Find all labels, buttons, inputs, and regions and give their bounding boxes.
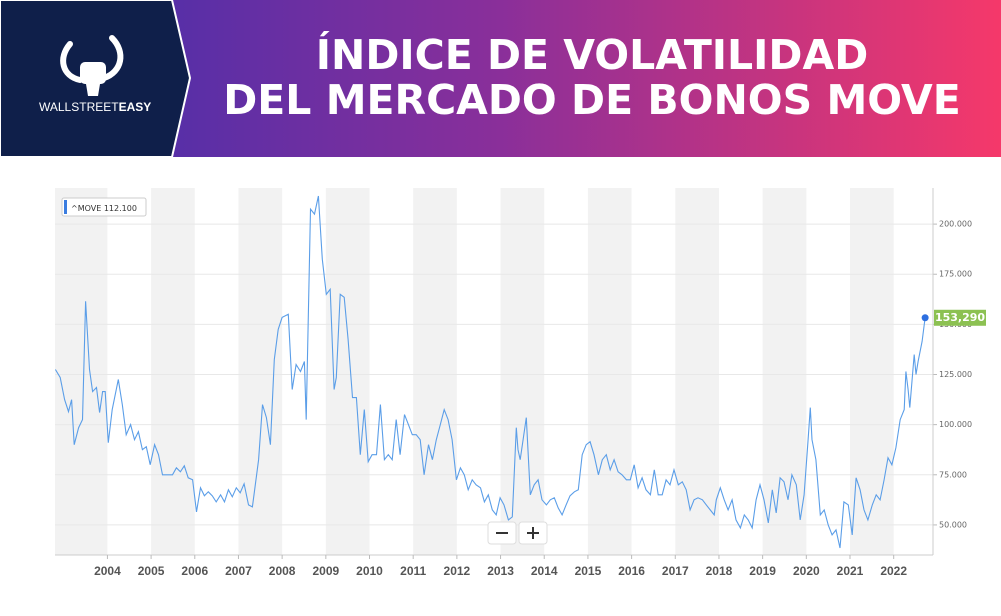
x-tick-label: 2014: [531, 564, 558, 578]
legend-swatch: [64, 200, 67, 214]
y-tick-label: 50.000: [939, 520, 967, 529]
zoom-controls: [487, 521, 548, 545]
title-line: ÍNDICE DE VOLATILIDAD: [316, 31, 868, 79]
year-band: [55, 188, 108, 555]
x-tick-label: 2017: [662, 564, 689, 578]
year-band: [675, 188, 719, 555]
x-tick-label: 2016: [618, 564, 645, 578]
x-tick-label: 2015: [575, 564, 602, 578]
year-band: [325, 188, 370, 555]
x-tick-label: 2020: [793, 564, 820, 578]
x-tick-label: 2022: [880, 564, 907, 578]
last-value-label: 153,290: [935, 311, 985, 324]
plot: 50.00075.000100.000125.000150.000175.000…: [54, 188, 986, 578]
brand: WALLSTREETEASY: [39, 100, 151, 114]
x-tick-label: 2007: [225, 564, 252, 578]
x-tick-label: 2004: [94, 564, 121, 578]
year-band: [238, 188, 283, 555]
last-point: [921, 314, 929, 322]
year-band: [850, 188, 894, 555]
x-tick-label: 2019: [749, 564, 776, 578]
title-line: DEL MERCADO DE BONOS MOVE: [223, 76, 960, 124]
year-band: [151, 188, 195, 555]
y-tick-label: 75.000: [939, 470, 967, 479]
x-tick-label: 2013: [487, 564, 514, 578]
legend: ^MOVE 112.100: [61, 197, 147, 217]
year-band: [762, 188, 807, 555]
y-tick-label: 200.000: [939, 220, 972, 229]
legend-box: [61, 197, 147, 217]
x-tick-label: 2009: [312, 564, 339, 578]
x-tick-label: 2012: [444, 564, 471, 578]
year-band: [587, 188, 632, 555]
year-band: [413, 188, 457, 555]
x-tick-label: 2021: [837, 564, 864, 578]
y-tick-label: 175.000: [939, 270, 972, 279]
last-value-badge: [934, 309, 986, 326]
x-tick-label: 2018: [706, 564, 733, 578]
x-tick-label: 2011: [400, 564, 426, 578]
series-line: [54, 195, 926, 549]
x-tick-label: 2008: [269, 564, 296, 578]
x-tick-label: 2005: [138, 564, 165, 578]
x-tick-label: 2010: [356, 564, 383, 578]
x-tick-label: 2006: [181, 564, 208, 578]
logo-icon: [60, 35, 124, 96]
y-tick-label: 100.000: [939, 420, 972, 429]
y-tick-label: 125.000: [939, 370, 972, 379]
year-band: [500, 188, 545, 555]
legend-text: ^MOVE 112.100: [71, 204, 137, 213]
